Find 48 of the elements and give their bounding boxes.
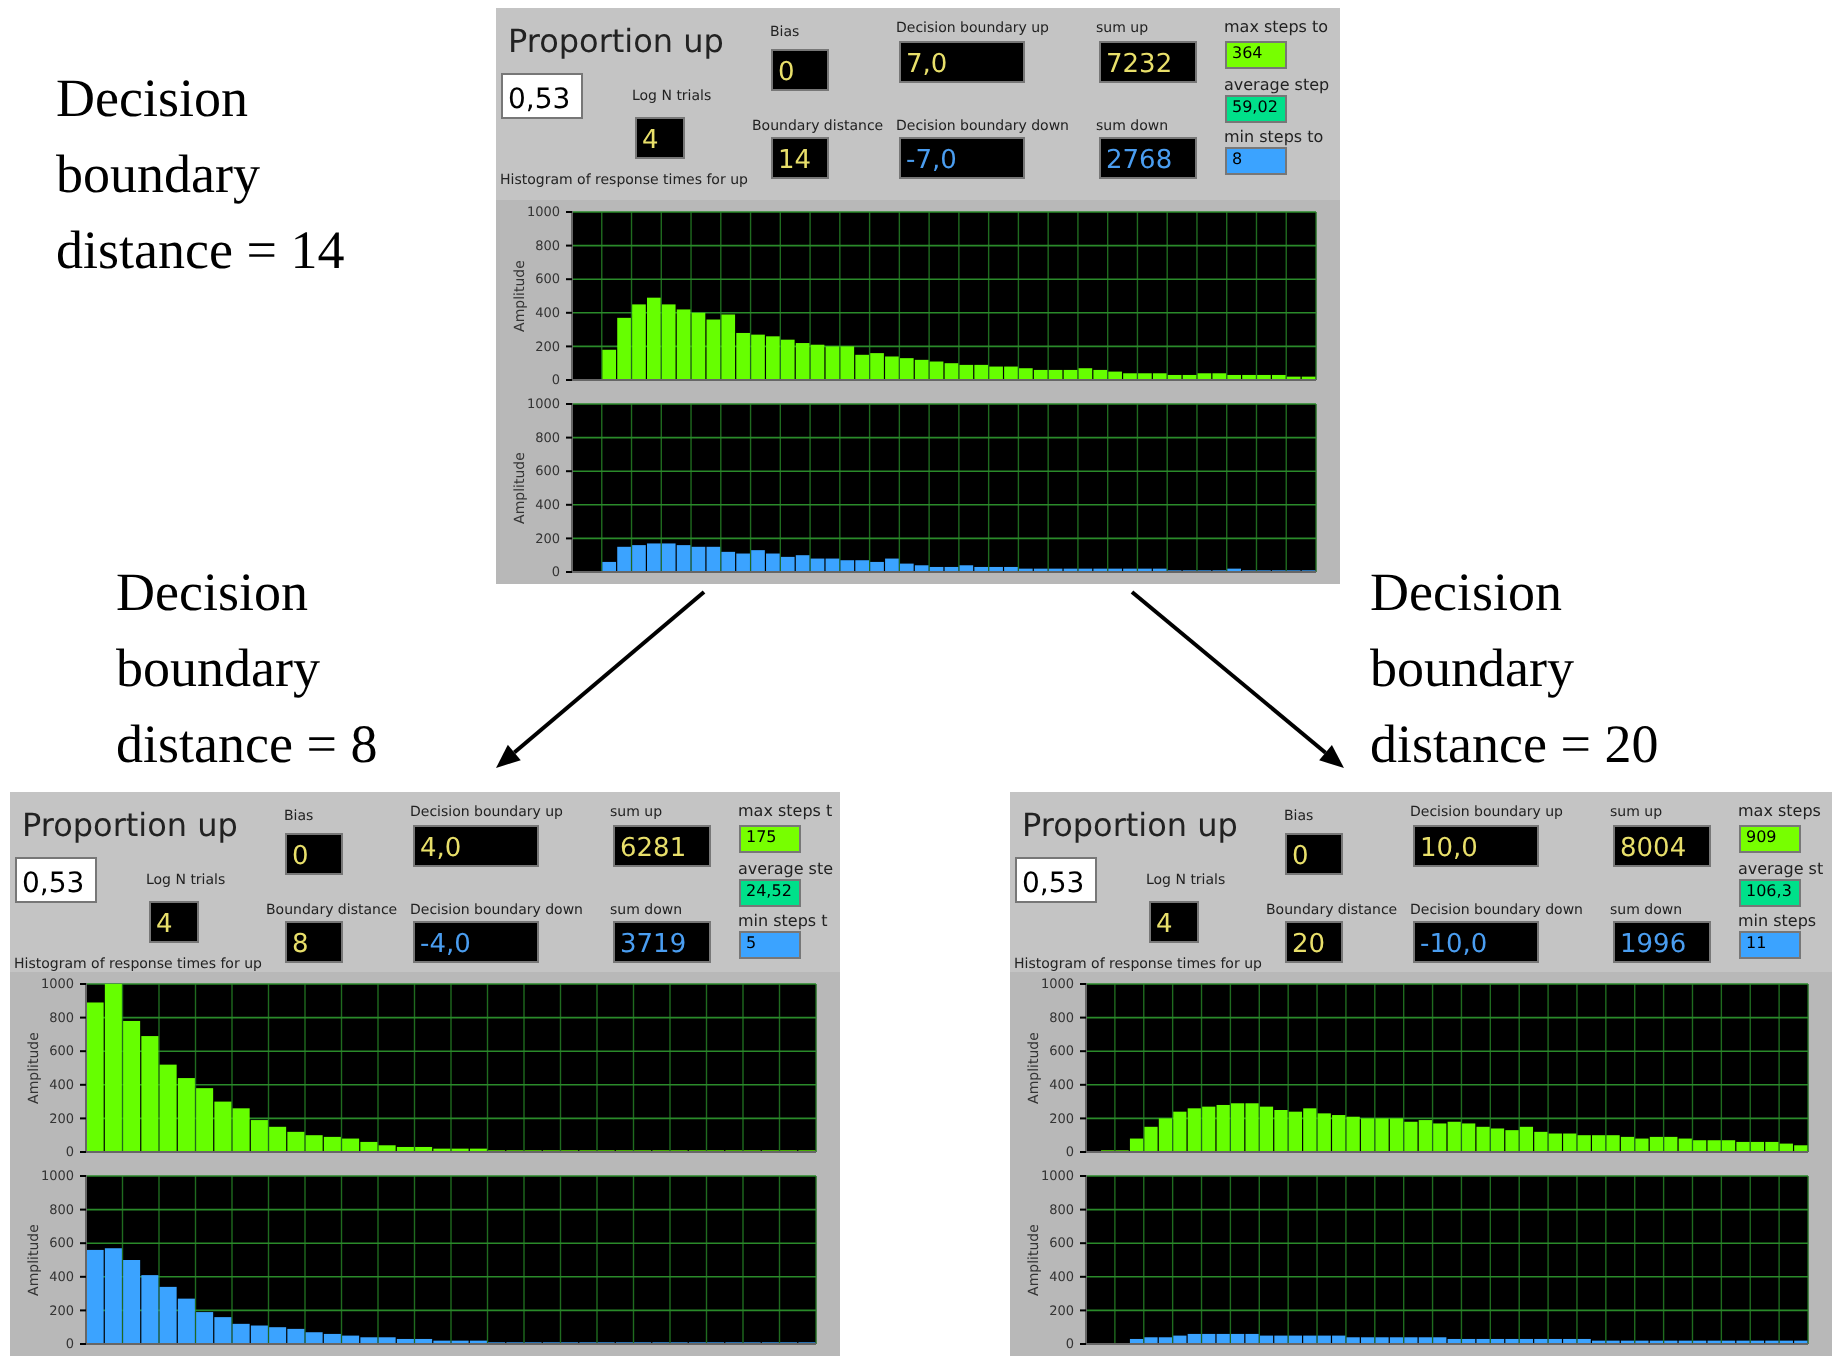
text: -4,0 xyxy=(420,930,471,960)
text: Proportion up xyxy=(22,806,238,844)
text: 8 xyxy=(1232,150,1243,168)
text: Decision boundary distance = 8 xyxy=(116,562,378,774)
text: -7,0 xyxy=(906,146,957,176)
text: max steps to xyxy=(1224,18,1329,36)
text: 364 xyxy=(1232,44,1263,62)
text: 4,0 xyxy=(420,834,462,864)
text: 909 xyxy=(1746,828,1777,846)
text: 10,0 xyxy=(1420,834,1478,864)
text: 6281 xyxy=(620,834,687,864)
text: 20 xyxy=(1292,930,1326,960)
text: max steps t xyxy=(738,802,833,820)
text: min steps to xyxy=(1224,128,1324,146)
text: 106,3 xyxy=(1746,882,1792,900)
text: 4 xyxy=(1156,910,1173,940)
text: Proportion up xyxy=(1022,806,1238,844)
text: Decision boundary distance = 14 xyxy=(56,68,346,280)
text: 24,52 xyxy=(746,882,792,900)
text: 0 xyxy=(778,58,795,88)
text: 1996 xyxy=(1620,930,1687,960)
text: average st xyxy=(1738,860,1824,878)
text: 175 xyxy=(746,828,777,846)
text: 0 xyxy=(292,842,309,872)
text: 3719 xyxy=(620,930,687,960)
text: Decision boundary distance = 20 xyxy=(1370,562,1659,774)
text: 7232 xyxy=(1106,50,1173,80)
text: 8004 xyxy=(1620,834,1687,864)
text: 0,53 xyxy=(22,868,85,900)
text: 8 xyxy=(292,930,309,960)
text: 11 xyxy=(1746,934,1767,952)
text: 7,0 xyxy=(906,50,948,80)
text: -10,0 xyxy=(1420,930,1488,960)
text: 0 xyxy=(1292,842,1309,872)
text: 5 xyxy=(746,934,757,952)
text: average step xyxy=(1224,76,1330,94)
text: 14 xyxy=(778,146,812,176)
text: Proportion up xyxy=(508,22,724,60)
text: 0,53 xyxy=(1022,868,1085,900)
text: 0,53 xyxy=(508,84,571,116)
text: 4 xyxy=(156,910,173,940)
text: max steps xyxy=(1738,802,1821,820)
text: average ste xyxy=(738,860,834,878)
text: 59,02 xyxy=(1232,98,1278,116)
text: min steps t xyxy=(738,912,828,930)
text: 2768 xyxy=(1106,146,1173,176)
text: min steps xyxy=(1738,912,1817,930)
text: 4 xyxy=(642,126,659,156)
